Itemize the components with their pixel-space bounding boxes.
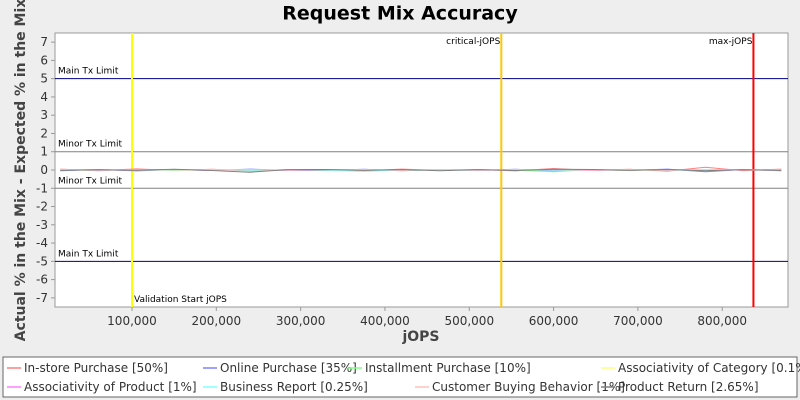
marker-label: critical-jOPS	[446, 37, 500, 47]
legend-label: In-store Purchase [50%]	[24, 361, 168, 375]
x-axis-label: jOPS	[401, 329, 439, 345]
legend-label: Business Report [0.25%]	[220, 380, 368, 394]
legend-label: Installment Purchase [10%]	[365, 361, 531, 375]
x-tick-label: 500,000	[444, 314, 494, 328]
legend-label: Associativity of Category [0.1%]	[618, 361, 800, 375]
legend-label: Product Return [2.65%]	[618, 380, 759, 394]
y-tick-label: -3	[36, 218, 48, 232]
y-tick-label: 5	[40, 72, 48, 86]
y-tick-label: 3	[40, 108, 48, 122]
y-tick-label: 6	[40, 53, 48, 67]
x-tick-label: 300,000	[276, 314, 326, 328]
x-tick-label: 800,000	[697, 314, 747, 328]
y-tick-label: -4	[36, 236, 48, 250]
y-tick-label: 7	[40, 35, 48, 49]
x-tick-label: 100,000	[107, 314, 157, 328]
y-tick-label: -2	[36, 200, 48, 214]
y-tick-label: -5	[36, 254, 48, 268]
marker-label: Validation Start jOPS	[134, 295, 227, 305]
legend-label: Online Purchase [35%]	[220, 361, 357, 375]
x-tick-label: 600,000	[529, 314, 579, 328]
y-tick-label: -1	[36, 181, 48, 195]
y-tick-label: -6	[36, 273, 48, 287]
y-tick-label: -7	[36, 291, 48, 305]
x-tick-label: 400,000	[360, 314, 410, 328]
legend-label: Associativity of Product [1%]	[24, 380, 197, 394]
y-tick-label: 2	[40, 126, 48, 140]
x-tick-label: 200,000	[191, 314, 241, 328]
series-line	[60, 168, 782, 173]
legend-label: Customer Buying Behavior [1%]	[432, 380, 625, 394]
limit-label: Minor Tx Limit	[58, 176, 123, 186]
y-tick-label: 0	[40, 163, 48, 177]
x-tick-label: 700,000	[613, 314, 663, 328]
limit-label: Minor Tx Limit	[58, 140, 123, 150]
chart-title: Request Mix Accuracy	[282, 3, 518, 25]
y-axis-label: Actual % in the Mix - Expected % in the …	[13, 0, 29, 341]
legend	[2, 356, 798, 398]
y-tick-label: 1	[40, 145, 48, 159]
marker-label: max-jOPS	[709, 37, 753, 47]
y-tick-label: 4	[40, 90, 48, 104]
limit-label: Main Tx Limit	[58, 67, 119, 77]
limit-label: Main Tx Limit	[58, 249, 119, 259]
